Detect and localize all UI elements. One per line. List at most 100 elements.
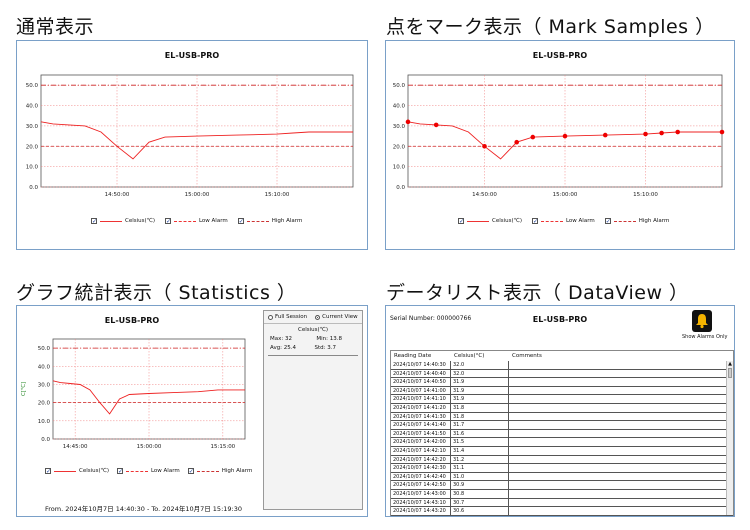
x-tick-label: 14:50:00: [105, 192, 130, 198]
y-tick-label: 20.0: [26, 144, 39, 150]
cell-date: 2024/10/07 14:43:10: [391, 498, 451, 507]
table-header: Reading Date Celsius(°C) Comments: [391, 351, 733, 361]
stat-std: Std: 3.7: [314, 345, 337, 351]
checkbox-icon[interactable]: ✓: [604, 218, 611, 225]
cell-celsius: 31.9: [451, 378, 509, 386]
table-row[interactable]: 2024/10/07 14:41:40 31.7: [391, 421, 733, 430]
cell-date: 2024/10/07 14:40:50: [391, 378, 451, 386]
chart-normal[interactable]: 0.0 10.0 20.0 30.0 40.0 50.0 14:50:00 15:00:00 1…: [17, 59, 368, 239]
x-tick-label: 15:10:00: [265, 192, 290, 198]
checkbox-icon[interactable]: ✓: [116, 468, 123, 475]
stat-min: Min: 13.8: [316, 336, 342, 342]
cell-date: 2024/10/07 14:41:40: [391, 421, 451, 429]
cell-comment: [509, 378, 727, 386]
cell-date: 2024/10/07 14:42:50: [391, 481, 451, 489]
checkbox-icon[interactable]: ✓: [458, 218, 465, 225]
y-tick-label: 50.0: [393, 83, 406, 89]
y-tick-label: 20.0: [38, 401, 51, 407]
table-row[interactable]: 2024/10/07 14:41:10 31.9: [391, 395, 733, 404]
table-row[interactable]: 2024/10/07 14:41:20 31.8: [391, 403, 733, 413]
legend-low: Low Alarm: [150, 468, 180, 474]
table-row[interactable]: 2024/10/07 14:43:10 30.7: [391, 498, 733, 508]
x-tick-label: 15:10:00: [633, 192, 658, 198]
cell-comment: [509, 481, 727, 489]
cell-celsius: 32.0: [451, 361, 509, 369]
data-point: [530, 134, 536, 140]
cell-celsius: 31.4: [451, 446, 509, 455]
x-tick-label: 15:00:00: [137, 444, 162, 450]
data-point: [514, 139, 519, 145]
cell-date: 2024/10/07 14:41:10: [391, 395, 451, 403]
list-title: EL-USB-PRO: [532, 315, 588, 324]
stat-max: Max: 32: [270, 336, 292, 342]
legend-high: High Alarm: [271, 218, 303, 224]
legend-low: Low Alarm: [198, 218, 228, 224]
col-reading-date[interactable]: Reading Date: [394, 353, 432, 359]
alarm-bell-button[interactable]: [692, 310, 712, 332]
cell-celsius: 31.7: [451, 421, 509, 429]
y-tick-label: 30.0: [26, 124, 39, 130]
table-row[interactable]: 2024/10/07 14:43:20 30.6: [391, 507, 733, 516]
table-row[interactable]: 2024/10/07 14:40:40 32.0: [391, 369, 733, 379]
table-row[interactable]: 2024/10/07 14:40:30 32.0: [391, 361, 733, 370]
table-row[interactable]: 2024/10/07 14:41:50 31.6: [391, 429, 733, 439]
data-table: Reading Date Celsius(°C) Comments 2024/1…: [390, 350, 734, 516]
table-row[interactable]: 2024/10/07 14:42:40 31.0: [391, 472, 733, 482]
data-point: [719, 129, 725, 135]
table-row[interactable]: 2024/10/07 14:42:20 31.2: [391, 455, 733, 465]
checkbox-icon[interactable]: ✓: [531, 218, 538, 225]
cell-comment: [509, 499, 727, 507]
cell-celsius: 30.7: [451, 498, 509, 507]
table-row[interactable]: 2024/10/07 14:42:00 31.5: [391, 438, 733, 447]
data-point: [602, 132, 608, 138]
table-row[interactable]: 2024/10/07 14:40:50 31.9: [391, 378, 733, 387]
cell-comment: [509, 456, 727, 464]
checkbox-icon[interactable]: ✓: [91, 218, 98, 225]
table-row[interactable]: 2024/10/07 14:41:00 31.9: [391, 386, 733, 396]
cell-celsius: 31.1: [451, 464, 509, 472]
data-point: [675, 129, 681, 135]
x-tick-label: 14:45:00: [63, 444, 88, 450]
col-comments[interactable]: Comments: [512, 353, 542, 359]
cell-date: 2024/10/07 14:41:20: [391, 403, 451, 412]
cell-date: 2024/10/07 14:42:30: [391, 464, 451, 472]
cell-date: 2024/10/07 14:41:00: [391, 386, 451, 395]
table-row[interactable]: 2024/10/07 14:42:10 31.4: [391, 446, 733, 456]
scrollbar[interactable]: ▲: [726, 361, 733, 515]
cell-comment: [509, 473, 727, 481]
radio-full-session[interactable]: Full Session: [268, 314, 307, 320]
table-row[interactable]: 2024/10/07 14:42:50 30.9: [391, 481, 733, 490]
col-celsius[interactable]: Celsius(°C): [454, 353, 485, 359]
cell-date: 2024/10/07 14:42:40: [391, 472, 451, 481]
scroll-up-icon[interactable]: ▲: [728, 361, 732, 367]
y-tick-label: 0.0: [41, 437, 50, 443]
chart-mark[interactable]: 0.0 10.0 20.0 30.0 40.0 50.0 14:50:00 15:00:00 1…: [386, 59, 735, 239]
table-row[interactable]: 2024/10/07 14:41:30 31.8: [391, 412, 733, 422]
chart-stats[interactable]: 0.0 10.0 20.0 30.0 40.0 50.0 14:45:00 15:00:00 1…: [17, 324, 257, 479]
cell-celsius: 31.2: [451, 455, 509, 464]
cell-celsius: 30.9: [451, 481, 509, 489]
radio-current-view[interactable]: Current View: [315, 314, 358, 320]
range-text: From. 2024年10月7日 14:40:30 - To. 2024年10月…: [45, 505, 242, 513]
y-tick-label: 30.0: [393, 124, 406, 130]
checkbox-icon[interactable]: ✓: [164, 218, 171, 225]
y-axis-label: C[℃]: [20, 382, 27, 396]
cell-comment: [509, 464, 727, 472]
table-row[interactable]: 2024/10/07 14:43:00 30.8: [391, 489, 733, 499]
y-tick-label: 40.0: [393, 104, 406, 110]
checkbox-icon[interactable]: ✓: [237, 218, 244, 225]
checkbox-icon[interactable]: ✓: [187, 468, 194, 475]
cell-date: 2024/10/07 14:41:50: [391, 429, 451, 438]
cell-date: 2024/10/07 14:43:00: [391, 489, 451, 498]
stats-panel: Full Session Current View Celsius(℃) Max…: [263, 310, 363, 510]
cell-comment: [509, 438, 727, 446]
serial-number: Serial Number: 000000766: [390, 315, 472, 322]
cell-comment: [509, 421, 727, 429]
scroll-thumb[interactable]: [728, 368, 732, 378]
table-row[interactable]: 2024/10/07 14:42:30 31.1: [391, 464, 733, 473]
cell-date: 2024/10/07 14:42:20: [391, 455, 451, 464]
data-point: [482, 143, 487, 149]
checkbox-icon[interactable]: ✓: [45, 468, 52, 475]
alarm-button-label: Show Alarms Only: [682, 334, 728, 340]
chart-title: EL-USB-PRO: [104, 316, 160, 325]
